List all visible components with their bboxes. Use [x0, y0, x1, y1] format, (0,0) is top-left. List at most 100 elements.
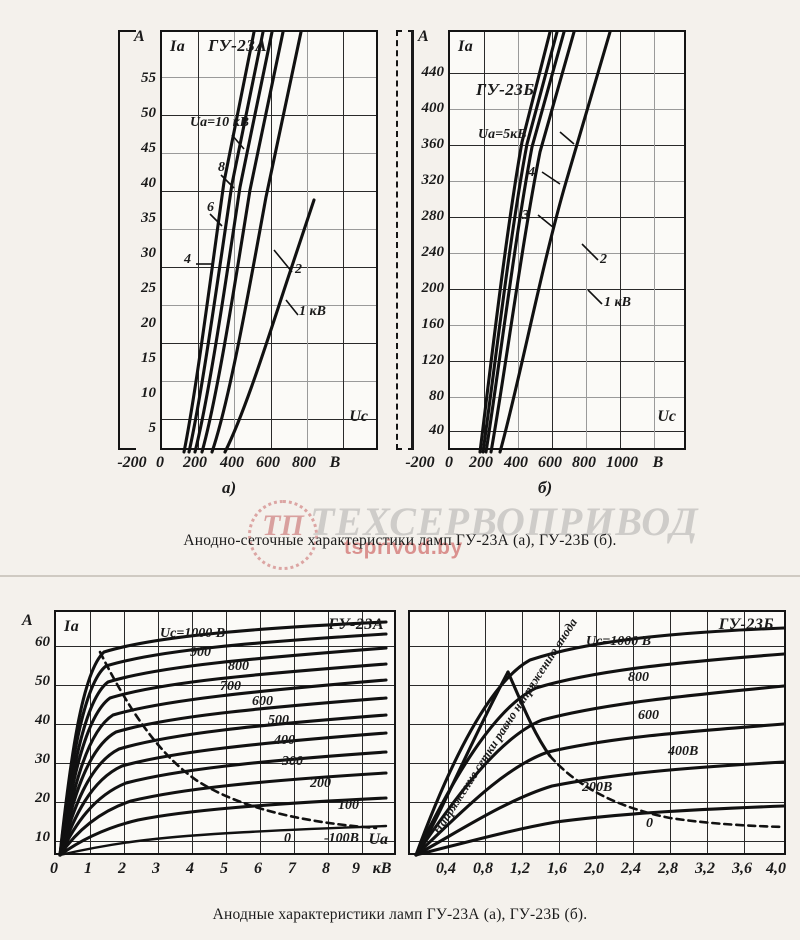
- x-tick-label: 400: [504, 454, 528, 471]
- y-unit-label: A: [134, 28, 145, 45]
- y-tick-label: 400: [421, 100, 445, 116]
- chart-title: ГУ-23Б: [718, 616, 774, 633]
- curves-gu23b-anode: [414, 626, 786, 857]
- curves-gu23b-ag: [478, 30, 612, 454]
- y-tick-label: 35: [141, 210, 156, 226]
- curve-label-400v: 400В: [668, 744, 699, 759]
- y-tick-label: 20: [141, 315, 156, 331]
- y-axis-symbol: Ia: [458, 38, 474, 55]
- y-scale-rail: [396, 30, 414, 450]
- x-tick-label: -200: [405, 454, 435, 471]
- y-tick-label: 200: [421, 280, 445, 296]
- y-tick-label: 60: [35, 634, 50, 650]
- curve-label-10kv: Ua=10 кВ: [190, 115, 250, 130]
- y-unit-label: A: [22, 612, 33, 629]
- x-unit-label: кВ: [372, 860, 392, 877]
- x-tick-label: 2,4: [621, 860, 641, 877]
- x-tick-label: 1000: [606, 454, 638, 471]
- x-axis-symbol: Ua: [368, 831, 388, 848]
- curve-label-400: 400: [274, 733, 295, 748]
- y-tick-label: 30: [141, 245, 156, 261]
- curves-gu23a-ag: [182, 30, 316, 454]
- curve-label-800: 800: [228, 659, 249, 674]
- x-unit-label: В: [652, 454, 664, 471]
- chart-title: ГУ-23А: [328, 616, 384, 633]
- subfigure-label-b: б): [538, 478, 553, 497]
- curves-gu23a-anode: [58, 620, 388, 857]
- x-tick-label: 800: [292, 454, 316, 471]
- x-tick-label: 600: [256, 454, 280, 471]
- curve-label-5kv: Ua=5кВ: [478, 127, 527, 142]
- x-tick-label: 8: [322, 860, 330, 877]
- curve-label-1000v: Uc=1000 В: [160, 626, 226, 641]
- y-tick-label: 50: [141, 105, 156, 121]
- curve-label-700: 700: [220, 679, 241, 694]
- plot-area: ГУ-23Б Напряжение сетки равно напряжению…: [408, 610, 786, 857]
- curve-label-1kv: 1 кВ: [299, 304, 326, 319]
- x-tick-label: 1,6: [547, 860, 567, 877]
- y-tick-label: 25: [141, 280, 156, 296]
- curve-label-0: 0: [646, 816, 653, 831]
- subfigure-label-a: а): [222, 478, 237, 497]
- curve-label-minus100v: -100В: [324, 831, 359, 846]
- x-tick-label: -200: [117, 454, 147, 471]
- x-tick-label: 3,6: [732, 860, 752, 877]
- y-axis-symbol: Ia: [170, 38, 186, 55]
- y-tick-label: 360: [421, 136, 445, 152]
- y-tick-label: 5: [148, 420, 157, 436]
- curve-label-3: 3: [522, 208, 529, 223]
- x-tick-label: 800: [572, 454, 596, 471]
- y-unit-label: A: [418, 28, 429, 45]
- x-tick-label: 1,2: [510, 860, 530, 877]
- x-tick-label: 2,0: [584, 860, 604, 877]
- y-tick-label: 50: [35, 673, 50, 689]
- y-tick-label: 120: [421, 352, 445, 368]
- curve-label-4: 4: [184, 252, 191, 267]
- chart-title: ГУ-23Б: [476, 80, 535, 99]
- x-tick-label: 200: [183, 454, 207, 471]
- curve-label-900: 900: [190, 645, 211, 660]
- y-tick-label: 20: [35, 790, 50, 806]
- y-scale-rail: [118, 30, 136, 450]
- y-tick-label: 10: [141, 385, 156, 401]
- x-tick-label: 3: [152, 860, 160, 877]
- y-tick-label: 280: [421, 208, 445, 224]
- plot-area: Ia ГУ-23А Ua=10 кВ 8 6 4 2 1 кВ Uc: [160, 30, 378, 454]
- curve-label-500: 500: [268, 713, 289, 728]
- y-tick-label: 45: [141, 140, 156, 156]
- x-tick-label: 9: [352, 860, 360, 877]
- plot-area: Ia ГУ-23Б Ua=5кВ 4 3 2 1 кВ Uc: [448, 30, 686, 454]
- curve-label-200: 200: [310, 776, 331, 791]
- y-tick-label: 440: [421, 64, 445, 80]
- x-tick-label: 200: [469, 454, 493, 471]
- y-tick-label: 320: [421, 172, 445, 188]
- x-tick-label: 600: [538, 454, 562, 471]
- x-tick-label: 3,2: [695, 860, 715, 877]
- y-tick-label: 55: [141, 70, 156, 86]
- x-tick-label: 2: [118, 860, 126, 877]
- curve-label-1kv: 1 кВ: [604, 295, 631, 310]
- curve-label-0: 0: [284, 831, 291, 846]
- curve-label-200v: 200В: [582, 780, 613, 795]
- y-tick-label: 80: [429, 388, 444, 404]
- caption-top: Анодно-сеточные характеристики ламп ГУ-2…: [183, 532, 617, 549]
- curve-label-100: 100: [338, 798, 359, 813]
- y-tick-label: 40: [429, 422, 444, 438]
- curve-label-2: 2: [600, 252, 607, 267]
- x-tick-label: 4,0: [766, 860, 786, 877]
- y-tick-label: 40: [35, 712, 50, 728]
- curve-label-600: 600: [638, 708, 659, 723]
- x-tick-label: 0: [156, 454, 164, 471]
- curve-label-600: 600: [252, 694, 273, 709]
- x-axis-symbol: Uc: [349, 408, 368, 425]
- x-unit-label: В: [329, 454, 341, 471]
- chart-gu23b-anode-grid: A 440 400 360 320 280 240 200 160 120 80…: [396, 22, 686, 497]
- curve-label-2: 2: [295, 262, 302, 277]
- chart-title: ГУ-23А: [208, 36, 268, 55]
- y-tick-label: 15: [141, 350, 156, 366]
- plot-area: Ia ГУ-23А Uc=1000 В 900 800 700 600 500 …: [54, 610, 396, 857]
- chart-gu23a-anode: A 60 50 40 30 20 10: [16, 606, 396, 896]
- y-tick-label: 40: [141, 175, 156, 191]
- x-tick-label: 0: [50, 860, 58, 877]
- x-tick-label: 1: [84, 860, 92, 877]
